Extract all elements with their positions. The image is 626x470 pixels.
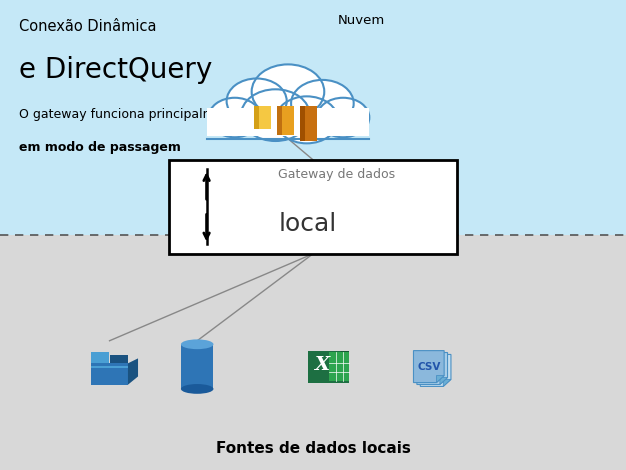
Text: Nuvem: Nuvem (338, 14, 385, 27)
FancyBboxPatch shape (329, 352, 349, 381)
Polygon shape (417, 352, 448, 384)
Ellipse shape (181, 339, 213, 349)
Text: local: local (279, 212, 337, 236)
Text: Fontes de dados locais: Fontes de dados locais (215, 441, 411, 456)
Polygon shape (414, 351, 444, 383)
Circle shape (208, 98, 261, 137)
Polygon shape (436, 376, 444, 383)
Polygon shape (91, 352, 109, 363)
Text: Gateway de dados: Gateway de dados (279, 168, 396, 181)
FancyBboxPatch shape (181, 344, 213, 389)
Polygon shape (110, 355, 128, 363)
Polygon shape (420, 354, 451, 386)
Circle shape (291, 80, 354, 127)
FancyBboxPatch shape (91, 366, 128, 368)
Circle shape (317, 98, 369, 137)
FancyBboxPatch shape (277, 106, 294, 135)
FancyBboxPatch shape (254, 106, 271, 129)
Circle shape (275, 96, 338, 143)
FancyBboxPatch shape (309, 351, 349, 383)
Ellipse shape (181, 384, 213, 394)
Text: X: X (314, 356, 330, 374)
Polygon shape (443, 379, 451, 386)
Polygon shape (91, 363, 128, 384)
Circle shape (241, 89, 310, 141)
Polygon shape (128, 358, 138, 384)
Text: CSV: CSV (418, 362, 441, 372)
Polygon shape (440, 377, 448, 384)
FancyBboxPatch shape (254, 106, 259, 129)
Text: O gateway funciona principalmente: O gateway funciona principalmente (19, 108, 243, 121)
Text: e DirectQuery: e DirectQuery (19, 56, 212, 85)
Text: Conexão Dinâmica: Conexão Dinâmica (19, 19, 156, 34)
Bar (0, 235, 626, 470)
Text: em modo de passagem: em modo de passagem (19, 141, 181, 154)
Polygon shape (341, 351, 349, 359)
Bar (0, 0, 626, 235)
FancyBboxPatch shape (300, 106, 305, 141)
Bar (207, 108, 369, 136)
Circle shape (227, 78, 287, 124)
FancyBboxPatch shape (277, 106, 282, 135)
Circle shape (252, 64, 324, 119)
FancyBboxPatch shape (300, 106, 317, 141)
FancyBboxPatch shape (169, 160, 457, 254)
